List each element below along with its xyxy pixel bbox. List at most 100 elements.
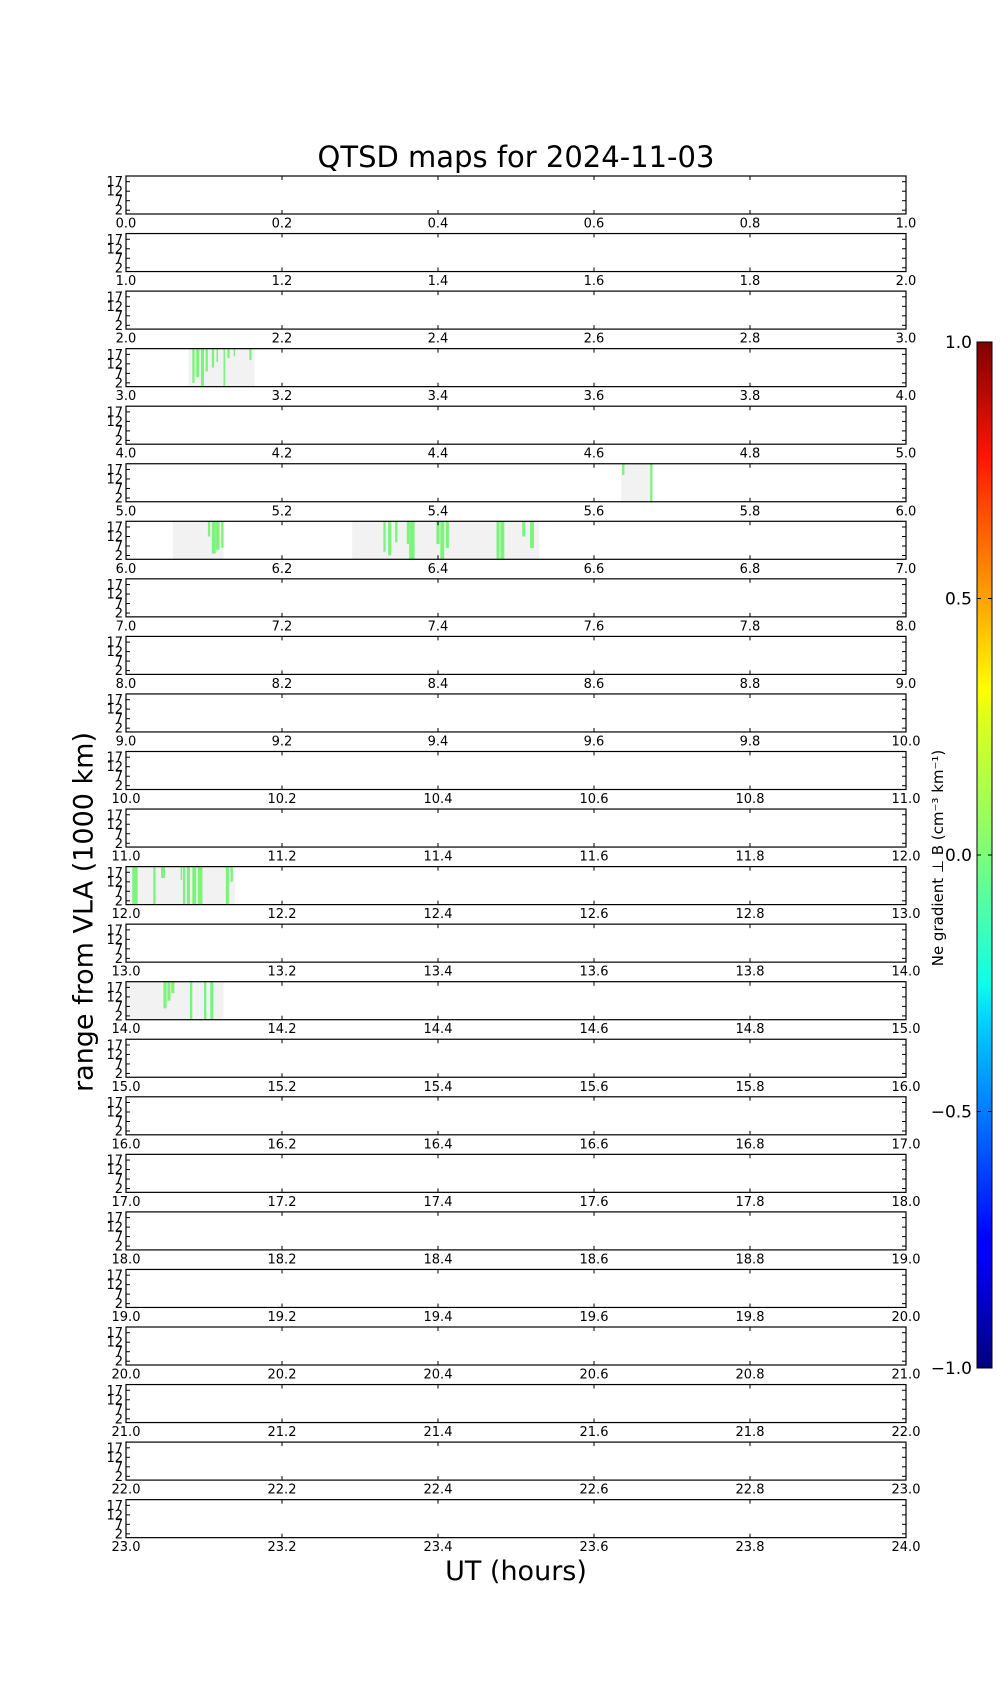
x-tick-label: 20.6 <box>580 1368 609 1383</box>
y-tick-label: 12 <box>106 818 123 833</box>
x-tick-label: 18.0 <box>112 1252 141 1267</box>
y-tick-label: 12 <box>106 1451 123 1466</box>
x-tick-label: 4.0 <box>116 447 137 462</box>
x-tick-label: 15.8 <box>736 1080 765 1095</box>
panel-frame <box>125 405 907 445</box>
y-tick-label: 2 <box>115 1297 123 1312</box>
panel-frame <box>125 1211 907 1251</box>
y-tick-label: 12 <box>106 185 123 200</box>
x-tick-label: 21.6 <box>580 1425 609 1440</box>
feature-streak <box>496 521 500 560</box>
x-tick-label: 9.0 <box>896 677 917 692</box>
x-tick-label: 2.0 <box>116 332 137 347</box>
x-tick-label: 19.8 <box>736 1310 765 1325</box>
x-tick-label: 10.6 <box>580 792 609 807</box>
x-tick-label: 2.8 <box>740 332 761 347</box>
y-tick-label: 17 <box>106 808 123 823</box>
y-tick-label: 2 <box>115 1470 123 1485</box>
x-tick-label: 22.6 <box>580 1483 609 1498</box>
y-tick-label: 17 <box>106 290 123 305</box>
x-tick-label: 0.8 <box>740 217 761 232</box>
feature-streak <box>522 521 526 537</box>
x-tick-label: 8.6 <box>584 677 605 692</box>
x-tick-label: 12.6 <box>580 907 609 922</box>
coverage-region <box>126 981 224 1020</box>
x-tick-label: 7.0 <box>896 562 917 577</box>
y-tick-label: 17 <box>106 636 123 651</box>
panel-frame <box>125 635 907 676</box>
feature-streak <box>388 521 392 556</box>
x-tick-label: 16.0 <box>112 1137 141 1152</box>
chart-title: QTSD maps for 2024-11-03 <box>317 140 715 174</box>
y-tick-label: 2 <box>115 434 123 449</box>
x-tick-label: 19.6 <box>580 1310 609 1325</box>
x-tick-label: 11.2 <box>268 850 297 865</box>
x-tick-label: 12.8 <box>736 907 765 922</box>
x-tick-label: 16.6 <box>580 1137 609 1152</box>
y-tick-label: 7 <box>115 1403 123 1418</box>
x-tick-label: 23.8 <box>736 1540 765 1555</box>
x-tick-label: 22.2 <box>268 1483 297 1498</box>
x-tick-label: 5.2 <box>272 504 293 519</box>
y-tick-label: 17 <box>106 693 123 708</box>
y-tick-label: 7 <box>115 252 123 267</box>
x-tick-label: 1.8 <box>740 274 761 289</box>
y-tick-label: 7 <box>115 309 123 324</box>
x-tick-label: 6.0 <box>116 562 137 577</box>
feature-streak <box>161 866 165 878</box>
panel-frame <box>125 1153 907 1193</box>
panel-frame <box>125 865 907 906</box>
x-tick-label: 23.6 <box>580 1540 609 1555</box>
x-tick-label: 2.4 <box>428 332 449 347</box>
y-tick-label: 12 <box>106 588 123 603</box>
x-tick-label: 3.4 <box>428 389 449 404</box>
x-tick-label: 21.0 <box>892 1368 921 1383</box>
y-tick-label: 2 <box>115 1182 123 1197</box>
x-tick-label: 3.0 <box>896 332 917 347</box>
x-tick-label: 12.0 <box>892 850 921 865</box>
x-tick-label: 7.0 <box>116 619 137 634</box>
x-tick-label: 16.0 <box>892 1080 921 1095</box>
x-tick-label: 19.4 <box>424 1310 453 1325</box>
panel-frame <box>125 923 907 963</box>
x-tick-label: 8.4 <box>428 677 449 692</box>
feature-streak <box>530 521 534 548</box>
y-tick-label: 7 <box>115 1345 123 1360</box>
x-tick-label: 17.0 <box>892 1137 921 1152</box>
y-tick-label: 17 <box>106 923 123 938</box>
x-tick-label: 8.0 <box>896 619 917 634</box>
x-tick-label: 0.2 <box>272 217 293 232</box>
x-tick-label: 8.8 <box>740 677 761 692</box>
x-tick-label: 23.2 <box>268 1540 297 1555</box>
y-tick-label: 7 <box>115 655 123 670</box>
x-tick-label: 9.2 <box>272 734 293 749</box>
x-tick-label: 13.0 <box>892 907 921 922</box>
panel-frame <box>125 175 907 215</box>
panel-frame <box>125 232 907 273</box>
x-tick-label: 21.2 <box>268 1425 297 1440</box>
x-tick-label: 19.0 <box>892 1252 921 1267</box>
x-tick-label: 2.6 <box>584 332 605 347</box>
panel-frame <box>125 463 907 503</box>
y-tick-label: 17 <box>106 1441 123 1456</box>
y-tick-label: 2 <box>115 1355 123 1370</box>
panel-frame <box>125 750 907 791</box>
x-tick-label: 14.0 <box>892 965 921 980</box>
x-tick-label: 0.4 <box>428 217 449 232</box>
y-tick-label: 2 <box>115 894 123 909</box>
y-tick-label: 17 <box>106 1384 123 1399</box>
x-tick-label: 15.0 <box>892 1022 921 1037</box>
x-tick-label: 14.6 <box>580 1022 609 1037</box>
y-tick-label: 7 <box>115 1288 123 1303</box>
x-tick-label: 6.2 <box>272 562 293 577</box>
feature-streak <box>215 521 220 550</box>
x-tick-label: 13.8 <box>736 965 765 980</box>
feature-streak <box>500 521 505 560</box>
y-tick-label: 2 <box>115 664 123 679</box>
feature-streak <box>223 348 226 387</box>
y-tick-label: 12 <box>106 1278 123 1293</box>
y-tick-label: 12 <box>106 530 123 545</box>
y-tick-label: 12 <box>106 472 123 487</box>
x-tick-label: 9.0 <box>116 734 137 749</box>
x-tick-label: 1.2 <box>272 274 293 289</box>
